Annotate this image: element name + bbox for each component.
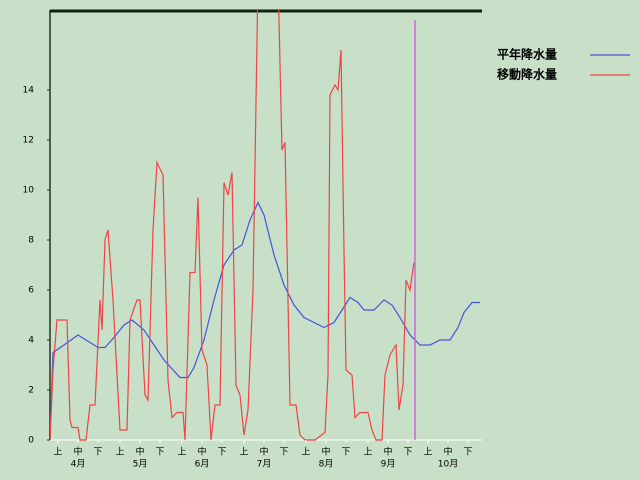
x-tick-label: 中	[321, 446, 330, 458]
y-tick-label: 0	[28, 436, 34, 446]
x-tick-label: 下	[93, 448, 102, 458]
y-tick-label: 8	[28, 236, 34, 246]
x-tick-label: 下	[279, 448, 288, 458]
x-tick-label: 上	[115, 447, 124, 458]
month-label: 9月	[381, 459, 396, 470]
x-tick-label: 上	[301, 447, 310, 458]
legend-label: 移動降水量	[497, 67, 557, 82]
x-tick-label: 上	[363, 447, 372, 458]
plot-area	[50, 10, 480, 441]
x-tick-label: 中	[443, 446, 452, 458]
month-label: 7月	[257, 459, 272, 470]
series-line	[50, 201, 480, 441]
y-tick-label: 4	[28, 336, 34, 346]
x-tick-label: 中	[135, 446, 144, 458]
x-tick-label: 下	[341, 448, 350, 458]
x-tick-label: 上	[177, 447, 186, 458]
x-tick-label: 中	[383, 446, 392, 458]
month-label: 10月	[438, 459, 458, 470]
x-tick-label: 中	[73, 446, 82, 458]
y-tick-label: 14	[23, 86, 35, 96]
month-label: 4月	[71, 459, 86, 470]
y-tick-label: 10	[23, 186, 35, 196]
month-label: 6月	[195, 459, 210, 470]
x-tick-label: 下	[463, 448, 472, 458]
series-line	[50, 10, 415, 441]
month-label: 8月	[319, 459, 334, 470]
x-tick-label: 上	[423, 447, 432, 458]
x-tick-label: 下	[155, 448, 164, 458]
y-tick-label: 6	[28, 286, 34, 296]
x-tick-label: 上	[239, 447, 248, 458]
x-tick-label: 下	[403, 448, 412, 458]
x-tick-label: 下	[217, 448, 226, 458]
legend-label: 平年降水量	[497, 47, 557, 62]
month-label: 5月	[133, 459, 148, 470]
y-tick-label: 2	[28, 386, 34, 396]
x-tick-label: 中	[197, 446, 206, 458]
x-tick-label: 上	[53, 447, 62, 458]
y-tick-label: 12	[23, 136, 34, 146]
x-tick-label: 中	[259, 446, 268, 458]
